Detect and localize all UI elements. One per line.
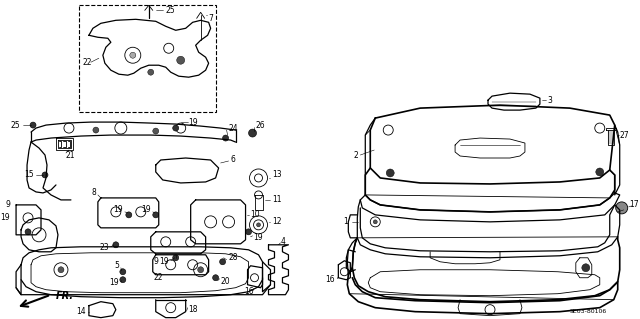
Circle shape (130, 52, 136, 58)
Circle shape (113, 242, 119, 248)
Circle shape (223, 135, 228, 141)
Circle shape (25, 229, 31, 235)
Circle shape (153, 128, 159, 134)
Text: 22: 22 (83, 58, 92, 67)
Circle shape (177, 56, 185, 64)
Text: 4: 4 (280, 237, 285, 246)
Circle shape (616, 202, 628, 214)
Circle shape (212, 275, 219, 281)
Circle shape (198, 267, 204, 273)
Text: 19: 19 (113, 205, 123, 214)
Text: 16: 16 (324, 275, 334, 284)
Circle shape (582, 264, 590, 272)
Circle shape (246, 229, 252, 235)
Text: 8: 8 (91, 189, 96, 197)
Text: 18: 18 (189, 305, 198, 314)
Text: 19: 19 (1, 213, 10, 222)
Text: 28: 28 (228, 253, 238, 262)
Text: 25: 25 (10, 121, 20, 130)
Text: 15: 15 (24, 170, 34, 180)
Circle shape (148, 69, 154, 75)
Circle shape (173, 255, 179, 261)
Circle shape (596, 168, 604, 176)
Circle shape (93, 127, 99, 133)
Text: 14: 14 (76, 307, 86, 316)
Text: 12: 12 (273, 217, 282, 226)
Text: 19: 19 (141, 205, 151, 214)
Text: 22: 22 (154, 273, 163, 282)
Text: 21: 21 (66, 151, 76, 160)
Text: 13: 13 (273, 170, 282, 180)
Text: 19: 19 (159, 257, 169, 266)
Circle shape (257, 223, 260, 227)
Text: 17: 17 (630, 200, 639, 209)
Text: 16: 16 (244, 287, 254, 296)
Text: 7: 7 (209, 14, 214, 23)
Text: 11: 11 (273, 196, 282, 204)
Circle shape (42, 172, 48, 178)
Text: 6: 6 (230, 155, 236, 165)
Bar (79, 5, 216, 112)
Circle shape (373, 220, 377, 224)
Text: 1: 1 (344, 217, 348, 226)
Text: 10: 10 (250, 210, 260, 219)
Circle shape (120, 277, 126, 283)
Text: 9: 9 (5, 200, 10, 209)
Text: 20: 20 (221, 277, 230, 286)
Text: 3: 3 (548, 96, 553, 105)
Text: 23: 23 (99, 243, 109, 252)
Circle shape (58, 267, 64, 273)
Text: 24: 24 (228, 123, 238, 133)
Circle shape (153, 212, 159, 218)
Text: 19: 19 (253, 233, 263, 242)
Circle shape (220, 259, 225, 265)
Text: 26: 26 (255, 121, 265, 130)
Text: 9: 9 (154, 257, 158, 266)
Text: FR.: FR. (56, 291, 74, 301)
Circle shape (120, 269, 126, 275)
Text: 27: 27 (620, 130, 629, 139)
Circle shape (173, 125, 179, 131)
Circle shape (126, 212, 132, 218)
Text: 2: 2 (353, 151, 358, 160)
Circle shape (386, 169, 394, 177)
Text: SE03-80106: SE03-80106 (570, 309, 607, 314)
Text: 5: 5 (114, 261, 119, 270)
Text: 19: 19 (109, 278, 119, 287)
Circle shape (30, 122, 36, 128)
Text: 25: 25 (166, 6, 175, 15)
Circle shape (248, 129, 257, 137)
Text: 19: 19 (189, 118, 198, 127)
